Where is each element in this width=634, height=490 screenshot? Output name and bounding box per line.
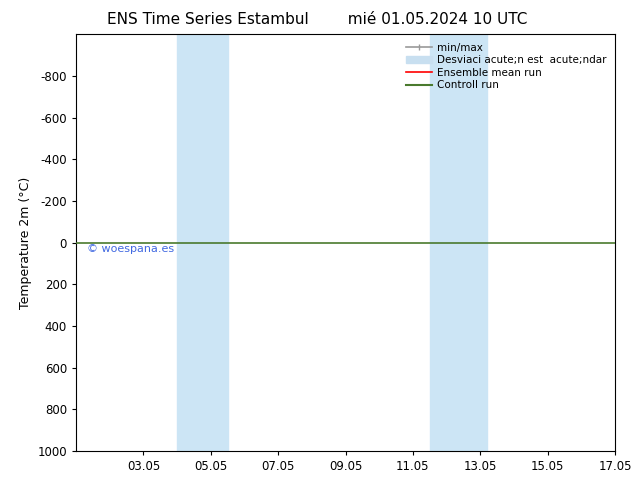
- Legend: min/max, Desviaci acute;n est  acute;ndar, Ensemble mean run, Controll run: min/max, Desviaci acute;n est acute;ndar…: [403, 40, 610, 94]
- Text: © woespana.es: © woespana.es: [87, 244, 174, 254]
- Text: ENS Time Series Estambul        mié 01.05.2024 10 UTC: ENS Time Series Estambul mié 01.05.2024 …: [107, 12, 527, 27]
- Bar: [430, 34, 487, 451]
- Bar: [177, 34, 228, 451]
- Y-axis label: Temperature 2m (°C): Temperature 2m (°C): [19, 176, 32, 309]
